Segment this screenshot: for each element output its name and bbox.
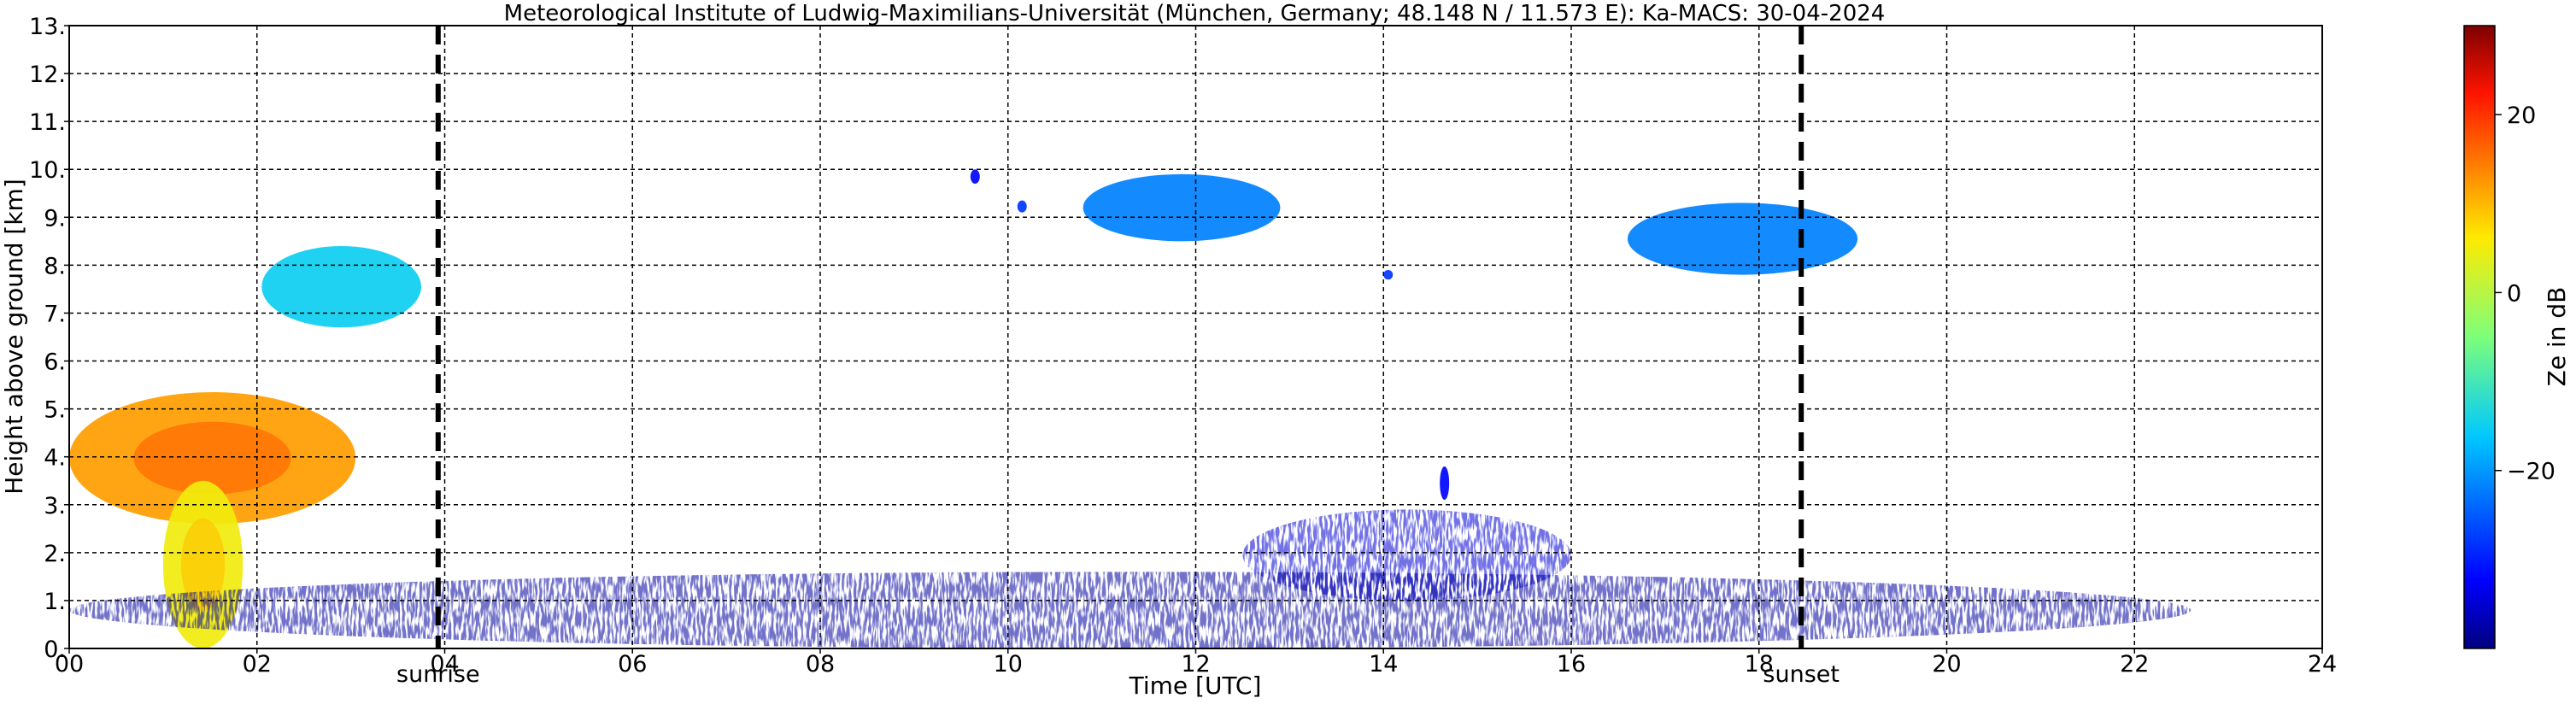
echo-region [1440,466,1450,501]
y-tick-label: 6. [44,349,66,376]
y-tick-label: 13. [29,14,66,40]
x-tick-label: 00 [55,651,84,678]
y-tick-label: 0. [44,637,66,663]
echo-region [261,245,422,328]
marker-label-sunrise: sunrise [396,661,480,688]
x-tick-label: 08 [806,651,835,678]
x-tick-label: 12 [1181,651,1210,678]
colorbar-ticks: 20 0 −20 [2495,103,2555,485]
y-tick-label: 10. [29,157,66,184]
echo-region [970,169,980,185]
day-markers [435,26,1804,648]
x-tick-label: 04 [430,651,459,678]
colorbar-tick-label: 0 [2507,280,2521,307]
x-tick-label: 16 [1557,651,1586,678]
x-tick-label: 10 [994,651,1023,678]
y-tick-label: 4. [44,445,66,472]
plot-area [69,26,2322,648]
day-marker-labels: sunrise sunset [396,661,1840,688]
x-tick-label: 24 [2308,651,2337,678]
x-tick-label: 02 [243,651,272,678]
y-tick-label: 5. [44,397,66,424]
colorbar-tick-label: −20 [2507,459,2555,485]
colorbar-gradient [2463,25,2496,649]
echo-region [69,572,2191,648]
y-tick-label: 1. [44,589,66,615]
colorbar: 20 0 −20 Ze in dB [2463,25,2571,649]
grid-lines [69,26,2322,648]
x-axis: 00 02 04 06 08 10 12 14 16 18 20 22 24 [55,648,2337,678]
echo-region [1083,173,1281,242]
echo-region [1627,202,1858,275]
y-tick-label: 2. [44,541,66,567]
x-tick-label: 22 [2120,651,2149,678]
y-tick-label: 8. [44,253,66,279]
x-axis-label: Time [UTC] [1129,672,1262,700]
colorbar-label: Ze in dB [2543,287,2571,387]
y-tick-label: 12. [29,62,66,88]
echo-region [1383,269,1394,280]
y-tick-label: 11. [29,109,66,136]
x-tick-label: 06 [618,651,647,678]
y-tick-label: 9. [44,205,66,232]
y-axis: 0. 1. 2. 3. 4. 5. 6. 7. 8. 9. 10. 11. 12. 13. [29,14,69,663]
y-axis-label: Height above ground [km] [0,179,28,495]
x-tick-label: 20 [1932,651,1961,678]
x-tick-label: 14 [1369,651,1398,678]
echo-core [180,518,226,611]
x-tick-label: 18 [1745,651,1774,678]
echo-region [1017,200,1027,213]
echo-core [133,421,291,495]
y-tick-label: 7. [44,301,66,327]
colorbar-tick-label: 20 [2507,103,2536,129]
y-tick-label: 3. [44,493,66,519]
echo-layer [69,169,2191,648]
marker-label-sunset: sunset [1763,661,1840,688]
chart-title: Meteorological Institute of Ludwig-Maxim… [504,1,1886,26]
